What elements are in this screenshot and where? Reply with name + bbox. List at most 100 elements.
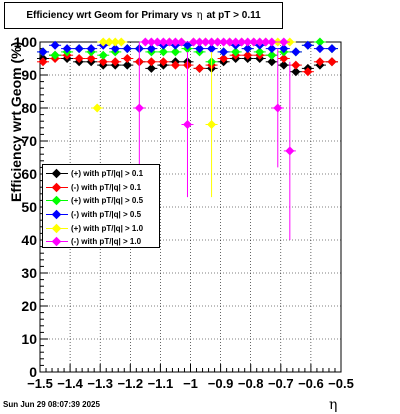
data-point [243, 50, 253, 60]
legend-entry: (+) with pT/|q| > 0.5 [43, 194, 159, 208]
legend-entry: (-) with pT/|q| > 0.1 [43, 181, 159, 195]
data-point [98, 57, 108, 67]
legend-label: (+) with pT/|q| > 1.0 [71, 223, 144, 233]
legend: (+) with pT/|q| > 0.1 (-) with pT/|q| > 0… [42, 164, 160, 248]
x-tick-label: −1 [183, 376, 198, 391]
legend-label: (-) with pT/|q| > 0.5 [71, 210, 142, 220]
legend-marker [43, 181, 71, 194]
x-tick-label: −1.2 [117, 376, 143, 391]
legend-marker [43, 194, 71, 207]
legend-entry: (+) with pT/|q| > 1.0 [43, 221, 159, 235]
data-point [273, 103, 283, 113]
data-point [303, 40, 313, 50]
y-tick-label: 60 [21, 166, 37, 182]
data-point [176, 37, 186, 47]
y-tick-label: 70 [21, 133, 37, 149]
x-tick-label: −0.5 [328, 376, 354, 391]
y-tick-label: 0 [29, 364, 37, 380]
x-tick-label: −1.1 [148, 376, 174, 391]
title-suffix: at pT > 0.11 [206, 10, 261, 21]
legend-entry: (-) with pT/|q| > 1.0 [43, 235, 159, 249]
data-point [303, 67, 313, 77]
y-tick-label: 50 [21, 199, 37, 215]
data-point [110, 57, 120, 67]
legend-marker [43, 222, 71, 235]
y-tick-label: 10 [21, 331, 37, 347]
data-point [50, 40, 60, 50]
data-point [249, 37, 259, 47]
data-point [327, 57, 337, 67]
legend-label: (-) with pT/|q| > 0.1 [71, 182, 142, 192]
legend-marker [43, 167, 71, 180]
x-axis-label: η [329, 397, 338, 413]
data-point [182, 120, 192, 129]
legend-entry: (+) with pT/|q| > 0.1 [43, 167, 159, 181]
legend-marker [43, 208, 71, 221]
y-tick-label: 20 [21, 298, 37, 314]
legend-marker [43, 235, 71, 248]
data-point [279, 44, 289, 54]
data-point [74, 54, 84, 63]
x-tick-label: −1.5 [27, 376, 53, 391]
data-point [158, 47, 168, 57]
data-point [207, 120, 217, 129]
data-point [146, 44, 156, 54]
x-tick-label: −0.6 [298, 376, 324, 391]
x-tick-label: −1.3 [87, 376, 113, 391]
data-point [267, 37, 277, 47]
data-point [122, 54, 132, 63]
timestamp: Sun Jun 29 08:07:39 2025 [3, 400, 100, 409]
data-point [231, 47, 241, 57]
data-point [38, 47, 48, 57]
data-point [170, 60, 180, 70]
x-tick-label: −0.7 [268, 376, 294, 391]
data-point [291, 67, 301, 77]
data-point [195, 44, 205, 54]
data-point [170, 47, 180, 57]
y-axis-label: Efficiency wrt Geom (%) [8, 41, 24, 202]
chart-title: Efficiency wrt Geom for Primary vs η at … [4, 2, 283, 29]
data-point [207, 44, 217, 54]
data-point [219, 54, 229, 63]
data-point [279, 60, 289, 70]
data-point [243, 44, 253, 54]
data-point [86, 44, 96, 54]
x-tick-label: −0.9 [208, 376, 234, 391]
data-point [110, 44, 120, 54]
data-point [315, 44, 325, 54]
data-point [134, 103, 144, 113]
title-eta: η [196, 10, 203, 21]
data-point [267, 50, 277, 60]
data-point [116, 37, 126, 47]
data-point [255, 47, 265, 57]
data-point [122, 44, 132, 54]
data-point [219, 47, 229, 57]
y-tick-label: 40 [21, 232, 37, 248]
data-point [291, 60, 301, 70]
data-point [158, 57, 168, 67]
legend-label: (+) with pT/|q| > 0.5 [71, 196, 144, 206]
data-point [38, 57, 48, 67]
legend-label: (-) with pT/|q| > 1.0 [71, 237, 142, 247]
y-tick-label: 100 [14, 34, 38, 50]
data-point [285, 146, 295, 156]
data-point [74, 44, 84, 54]
data-point [86, 54, 96, 63]
data-point [62, 44, 72, 54]
title-prefix: Efficiency wrt Geom for Primary vs [26, 10, 193, 21]
data-point [267, 44, 277, 54]
y-tick-label: 90 [21, 67, 37, 83]
data-point [327, 44, 337, 54]
data-point [315, 37, 325, 47]
data-point [279, 37, 289, 47]
data-point [50, 50, 60, 60]
data-point [195, 63, 205, 73]
legend-label: (+) with pT/|q| > 0.1 [71, 169, 144, 179]
data-point [122, 60, 132, 70]
data-point [182, 40, 192, 50]
data-point [279, 54, 289, 63]
data-point [146, 57, 156, 67]
x-tick-label: −1.4 [57, 376, 83, 391]
data-point [267, 57, 277, 67]
